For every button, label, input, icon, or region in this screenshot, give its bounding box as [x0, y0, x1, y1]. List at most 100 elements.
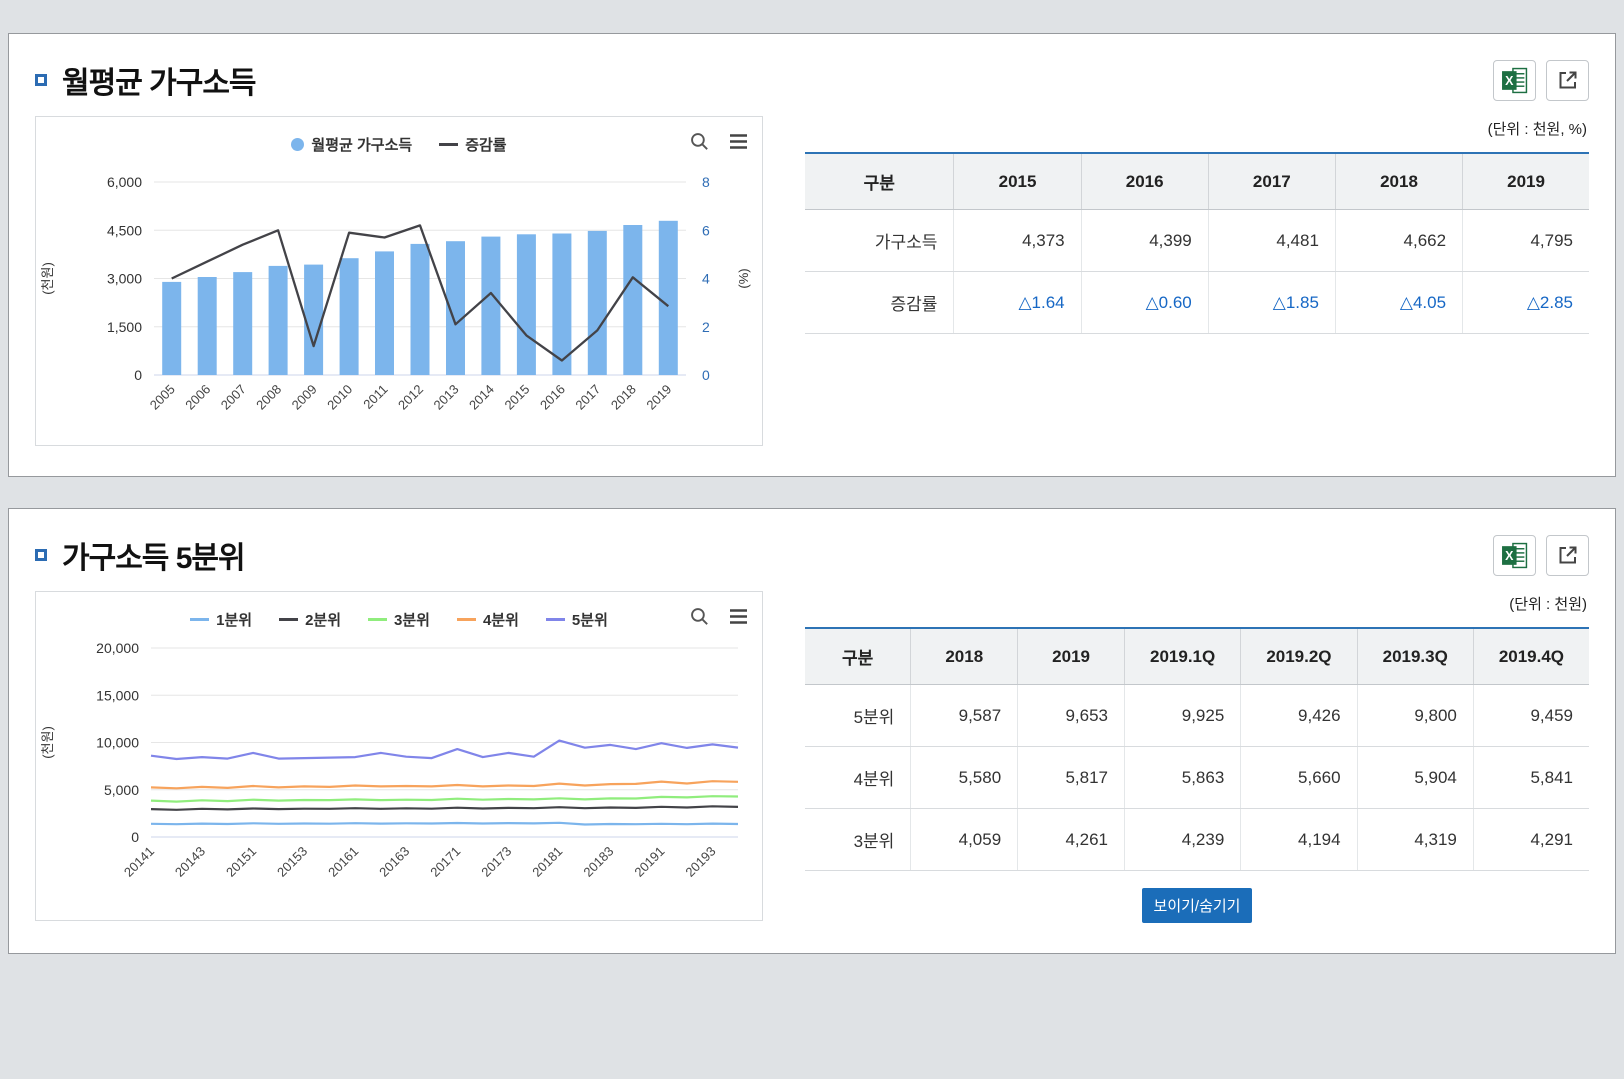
cell-value: 4,662: [1335, 209, 1464, 272]
legend-item-2[interactable]: 2분위: [279, 609, 341, 630]
legend-item-4[interactable]: 4분위: [456, 609, 519, 630]
column-header: 2015: [953, 153, 1082, 210]
quintile-line-chart: 0 5,000 10,000 15,000 20,000 (천원) 20141 20143 20…: [40, 640, 739, 880]
table-row: 4분위 5,580 5,817 5,863 5,660 5,904 5,841: [805, 746, 1589, 809]
cell-value: 9,426: [1240, 684, 1358, 747]
column-header: 2019.3Q: [1357, 628, 1474, 685]
legend-item-3[interactable]: 3분위: [368, 609, 430, 630]
column-header: 2019.4Q: [1473, 628, 1589, 685]
svg-text:2012: 2012: [395, 382, 426, 413]
svg-text:20163: 20163: [376, 844, 412, 880]
table-row: 가구소득 4,373 4,399 4,481 4,662 4,795: [805, 209, 1589, 272]
svg-text:2017: 2017: [572, 382, 603, 413]
unit-label: (단위 : 천원, %): [1487, 121, 1587, 138]
svg-text:0: 0: [131, 829, 139, 845]
svg-text:X: X: [1505, 74, 1514, 88]
panel-income-quintiles: 가구소득 5분위 X: [8, 508, 1616, 954]
svg-text:2010: 2010: [324, 382, 355, 413]
row-label: 4분위: [805, 746, 912, 809]
column-header: 구분: [805, 628, 912, 685]
search-icon: [691, 133, 708, 150]
svg-text:2006: 2006: [182, 382, 213, 413]
svg-text:20161: 20161: [325, 844, 361, 880]
hamburger-menu-icon: [730, 609, 747, 624]
svg-text:20141: 20141: [121, 844, 157, 880]
panel1-header: 월평균 가구소득 X: [9, 34, 1615, 116]
svg-text:(%): (%): [736, 268, 751, 288]
excel-icon: X: [1502, 542, 1528, 568]
square-bullet-icon: [35, 74, 47, 86]
cell-value: 4,239: [1124, 808, 1242, 871]
excel-download-button[interactable]: X: [1493, 534, 1536, 576]
cell-value: 4,373: [953, 209, 1082, 272]
column-header: 구분: [805, 153, 955, 210]
legend-line-marker: [439, 142, 459, 146]
cell-value: 4,795: [1462, 209, 1589, 272]
panel2-body: 1분위 2분위 3분위 4분위 5분위 0 5,000 10,000 15,000 20,000…: [9, 591, 1615, 953]
svg-text:20193: 20193: [682, 844, 718, 880]
cell-value: 5,817: [1017, 746, 1125, 809]
cell-value: 9,459: [1473, 684, 1589, 747]
row-label: 3분위: [805, 808, 912, 871]
chart1-zoom-button[interactable]: [687, 129, 712, 154]
hamburger-menu-icon: [730, 134, 747, 149]
income-table: 구분 2015 2016 2017 2018 2019 가구소득 4,373 4,399 4,48…: [805, 152, 1589, 334]
svg-text:2015: 2015: [501, 382, 532, 413]
svg-text:4: 4: [702, 271, 710, 287]
svg-text:20183: 20183: [580, 844, 616, 880]
column-header: 2019.2Q: [1240, 628, 1358, 685]
cell-value: 4,481: [1208, 209, 1336, 272]
chart1-menu-button[interactable]: [727, 131, 750, 152]
table-header-row: 구분 2015 2016 2017 2018 2019: [805, 153, 1589, 210]
svg-text:20171: 20171: [427, 844, 463, 880]
legend-line-marker: [190, 617, 210, 621]
panel2-title: 가구소득 5분위: [35, 533, 246, 577]
open-new-window-button[interactable]: [1546, 59, 1589, 101]
legend-item-2[interactable]: 증감률: [439, 134, 507, 155]
external-link-icon: [1559, 546, 1576, 564]
quintile-chart-box: 1분위 2분위 3분위 4분위 5분위 0 5,000 10,000 15,000 20,000…: [35, 591, 763, 921]
svg-text:5,000: 5,000: [104, 782, 139, 798]
cell-value: 9,800: [1357, 684, 1474, 747]
statistics-dashboard: 월평균 가구소득 X: [8, 33, 1616, 954]
column-header: 2018: [910, 628, 1019, 685]
svg-text:20153: 20153: [274, 844, 310, 880]
column-header: 2019: [1017, 628, 1125, 685]
legend-line-marker: [456, 617, 476, 621]
svg-text:15,000: 15,000: [96, 687, 139, 703]
svg-text:2007: 2007: [218, 382, 249, 413]
legend-item-1[interactable]: 1분위: [190, 609, 252, 630]
chart2-zoom-button[interactable]: [687, 604, 712, 629]
income-chart-box: 월평균 가구소득 증감률 0 1,500 3,000 4,500 6,000 0 2 4 6 8 (천…: [35, 116, 763, 446]
panel1-data-column: (단위 : 천원, %) 구분 2015 2016 2017 2018 2019 가구소득 4…: [763, 116, 1589, 334]
panel2-data-column: (단위 : 천원) 구분 2018 2019 2019.1Q 2019.2Q 2019.3…: [763, 591, 1589, 923]
svg-text:2: 2: [702, 319, 710, 335]
table-row: 3분위 4,059 4,261 4,239 4,194 4,319 4,291: [805, 808, 1589, 871]
svg-text:(천원): (천원): [40, 262, 55, 295]
show-hide-button[interactable]: 보이기/숨기기: [1141, 888, 1253, 923]
svg-text:2018: 2018: [608, 382, 639, 413]
cell-value: 9,587: [910, 684, 1019, 747]
svg-text:6: 6: [702, 222, 710, 238]
table-header-row: 구분 2018 2019 2019.1Q 2019.2Q 2019.3Q 2019.4Q: [805, 628, 1589, 685]
external-link-icon: [1559, 71, 1576, 89]
legend-item-1[interactable]: 월평균 가구소득: [291, 134, 412, 155]
open-new-window-button[interactable]: [1546, 534, 1589, 576]
panel1-title: 월평균 가구소득: [35, 58, 257, 102]
svg-text:20143: 20143: [172, 844, 208, 880]
cell-value: 9,653: [1017, 684, 1125, 747]
legend-item-5[interactable]: 5분위: [545, 609, 608, 630]
svg-text:0: 0: [134, 367, 142, 383]
legend-dot-marker: [291, 137, 305, 151]
square-bullet-icon: [35, 549, 47, 561]
toggle-wrap: 보이기/숨기기: [805, 888, 1589, 923]
svg-text:20191: 20191: [631, 844, 667, 880]
legend-line-marker: [545, 617, 565, 621]
cell-value: 9,925: [1124, 684, 1242, 747]
svg-text:2019: 2019: [643, 382, 674, 413]
excel-download-button[interactable]: X: [1493, 59, 1536, 101]
chart2-menu-button[interactable]: [727, 606, 750, 627]
legend-line-marker: [279, 617, 299, 621]
cell-value: 4,319: [1357, 808, 1474, 871]
